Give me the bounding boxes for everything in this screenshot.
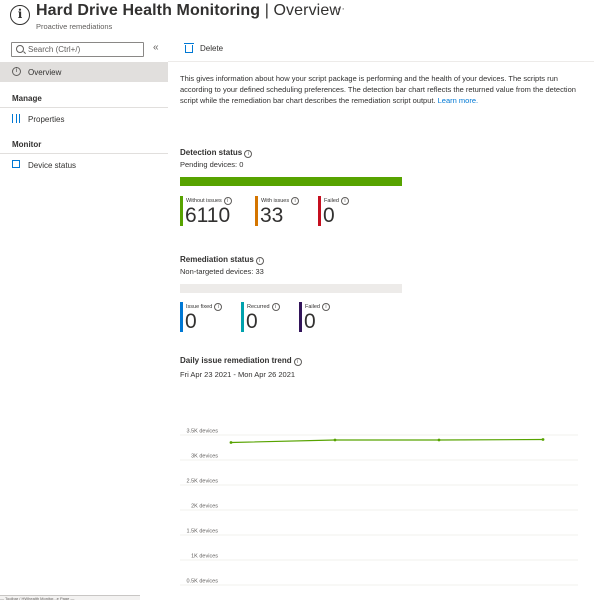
accent-bar	[180, 196, 183, 226]
info-icon[interactable]: i	[291, 197, 300, 205]
detection-status-title: Detection status i	[180, 148, 253, 158]
page-title: Hard Drive Health Monitoring | Overview	[36, 2, 341, 20]
manage-heading: Manage	[12, 94, 42, 103]
overview-description: This gives information about how your sc…	[180, 73, 580, 106]
accent-bar	[318, 196, 321, 226]
pending-devices: Pending devices: 0	[180, 160, 244, 169]
info-icon[interactable]: i	[340, 197, 349, 205]
delete-label: Delete	[200, 44, 224, 53]
tile-value: 0	[185, 310, 197, 333]
y-tick-label: 3K devices	[191, 454, 218, 460]
y-tick-label: 1.5K devices	[187, 529, 219, 535]
remediation-status-title: Remediation status i	[180, 255, 264, 265]
description-text: This gives information about how your sc…	[180, 74, 576, 105]
status-footer: — Toolbar / HWhealth Monitor...e Page —	[0, 595, 140, 600]
page-subtitle: Proactive remediations	[36, 22, 113, 31]
tile-label: Recurred i	[247, 303, 280, 311]
tile-value: 0	[323, 204, 335, 227]
page-title-name: Hard Drive Health Monitoring	[36, 2, 261, 19]
divider	[0, 153, 168, 154]
trash-icon	[184, 43, 194, 53]
tile-value: 0	[304, 310, 316, 333]
more-options-icon[interactable]: ···	[332, 3, 346, 15]
sidebar-item-label: Device status	[28, 161, 77, 170]
trend-title: Daily issue remediation trend i	[180, 356, 302, 366]
remediation-status-bar[interactable]	[180, 284, 402, 293]
blade-header: i Hard Drive Health Monitoring | Overvie…	[0, 0, 594, 36]
sidebar-item-label: Overview	[28, 68, 62, 77]
detection-status-bar[interactable]	[180, 177, 402, 186]
tile-label: Without issues i	[186, 197, 232, 205]
accent-bar	[241, 302, 244, 332]
learn-more-link[interactable]: Learn more.	[437, 96, 479, 105]
tile-without-issues[interactable]: Without issues i 6110	[180, 196, 240, 230]
info-icon[interactable]: i	[244, 150, 253, 158]
tile-value: 33	[260, 204, 284, 227]
title-separator: |	[264, 2, 269, 19]
tile-label: With issues i	[261, 197, 300, 205]
tile-label: Failed i	[324, 197, 349, 205]
sidebar-item-properties[interactable]: Properties	[0, 109, 168, 129]
y-tick-label: 2K devices	[191, 504, 218, 510]
info-icon: i	[10, 5, 30, 25]
monitor-heading: Monitor	[12, 140, 42, 149]
non-targeted-devices: Non-targeted devices: 33	[180, 267, 264, 276]
tile-recurred[interactable]: Recurred i 0	[241, 302, 301, 336]
y-tick-label: 1K devices	[191, 554, 218, 560]
info-icon[interactable]: i	[255, 257, 264, 265]
y-tick-label: 0.5K devices	[187, 579, 219, 585]
tile-failed[interactable]: Failed i 0	[318, 196, 378, 230]
tile-label: Issue fixed i	[186, 303, 223, 311]
tile-with-issues[interactable]: With issues i 33	[255, 196, 315, 230]
search-placeholder: Search (Ctrl+/)	[28, 45, 81, 54]
search-icon	[16, 45, 24, 53]
command-bar: Delete	[168, 36, 594, 62]
device-status-icon	[12, 160, 20, 168]
series-line-0	[230, 438, 544, 444]
collapse-sidebar-icon[interactable]: «	[153, 42, 159, 53]
data-point	[229, 441, 233, 444]
tile-remediation-failed[interactable]: Failed i 0	[299, 302, 359, 336]
y-tick-label: 2.5K devices	[187, 479, 219, 485]
info-icon: i	[12, 67, 21, 76]
main-content: Delete This gives information about how …	[168, 36, 594, 600]
accent-bar	[299, 302, 302, 332]
trend-section: Daily issue remediation trend i Fri Apr 2…	[168, 352, 594, 600]
info-icon[interactable]: i	[214, 303, 223, 311]
search-input[interactable]: Search (Ctrl+/)	[11, 42, 144, 57]
accent-bar	[180, 302, 183, 332]
data-point	[333, 438, 337, 442]
sidebar: Search (Ctrl+/) « i Overview Manage Prop…	[0, 38, 168, 598]
info-icon[interactable]: i	[293, 358, 302, 366]
accent-bar	[255, 196, 258, 226]
sidebar-item-overview[interactable]: i Overview	[0, 62, 168, 82]
info-icon[interactable]: i	[271, 303, 280, 311]
page-title-section: Overview	[273, 2, 341, 19]
tile-value: 0	[246, 310, 258, 333]
data-point	[541, 438, 545, 441]
properties-icon	[12, 114, 21, 123]
info-icon[interactable]: i	[223, 197, 232, 205]
tile-issue-fixed[interactable]: Issue fixed i 0	[180, 302, 240, 336]
info-icon[interactable]: i	[321, 303, 330, 311]
sidebar-item-device-status[interactable]: Device status	[0, 155, 168, 175]
sidebar-item-label: Properties	[28, 115, 65, 124]
trend-date-range: Fri Apr 23 2021 - Mon Apr 26 2021	[180, 370, 296, 379]
divider	[0, 107, 168, 108]
data-point	[437, 438, 441, 442]
y-tick-label: 3.5K devices	[187, 429, 219, 435]
tile-value: 6110	[185, 204, 231, 227]
tile-label: Failed i	[305, 303, 330, 311]
